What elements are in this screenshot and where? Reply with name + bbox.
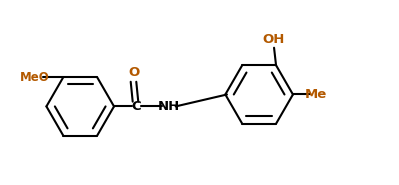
Text: C: C <box>131 100 141 113</box>
Text: OH: OH <box>263 33 285 46</box>
Text: Me: Me <box>305 88 327 101</box>
Text: MeO: MeO <box>20 71 49 84</box>
Text: NH: NH <box>157 100 180 113</box>
Text: O: O <box>128 66 140 79</box>
